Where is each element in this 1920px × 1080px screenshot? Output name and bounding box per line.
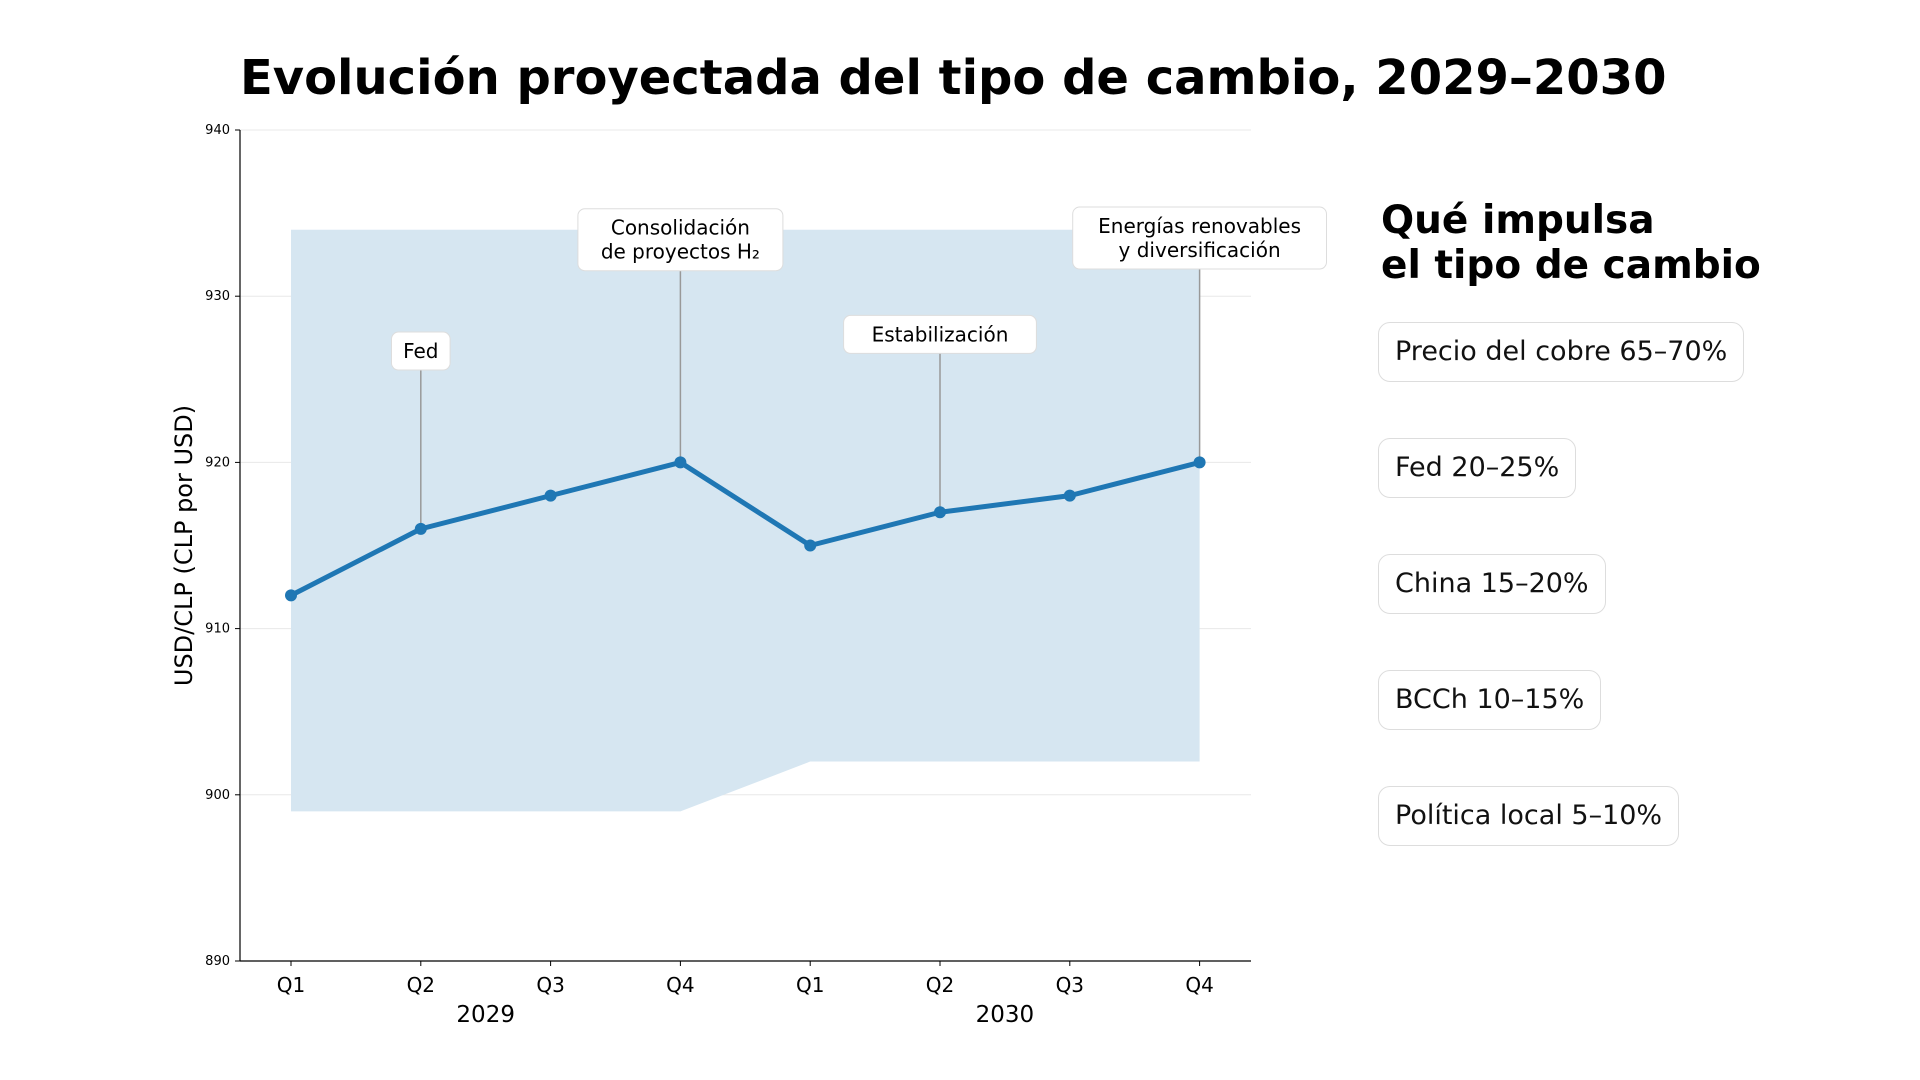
annotation-label: Estabilización bbox=[872, 322, 1009, 346]
data-point bbox=[1193, 456, 1206, 469]
year-label: 2029 bbox=[456, 1002, 515, 1028]
data-point bbox=[804, 539, 817, 552]
data-point bbox=[1063, 489, 1076, 502]
annotation-box bbox=[391, 331, 451, 371]
series-line bbox=[289, 459, 1201, 598]
annotation-box bbox=[1072, 206, 1327, 270]
annotation-box bbox=[577, 208, 784, 272]
drivers-title-line: Qué impulsa bbox=[1381, 198, 1655, 243]
drivers-title: Qué impulsa el tipo de cambio bbox=[1381, 198, 1761, 288]
annotation-label: Fed bbox=[403, 339, 438, 363]
drivers-title-line: el tipo de cambio bbox=[1381, 243, 1761, 288]
data-point bbox=[544, 489, 557, 502]
driver-badge: Precio del cobre 65–70% bbox=[1378, 322, 1745, 382]
y-tick-label: 920 bbox=[205, 455, 230, 470]
data-point bbox=[285, 589, 297, 602]
y-axis-label: USD/CLP (CLP por USD) bbox=[170, 405, 198, 686]
y-tick-label: 930 bbox=[205, 289, 230, 304]
data-point bbox=[414, 522, 427, 535]
annotation-box bbox=[843, 314, 1037, 354]
x-tick-label: Q2 bbox=[926, 973, 954, 997]
annotation-label: y diversificación bbox=[1119, 238, 1281, 262]
x-tick-label: Q1 bbox=[277, 973, 305, 997]
annotation-label: de proyectos H₂ bbox=[601, 240, 760, 264]
confidence-band bbox=[291, 229, 1200, 812]
x-tick-label: Q1 bbox=[796, 973, 824, 997]
y-tick-label: 940 bbox=[205, 123, 230, 138]
annotation-label: Energías renovables bbox=[1098, 214, 1301, 238]
annotation-label: Consolidación bbox=[611, 216, 750, 240]
driver-badge: Fed 20–25% bbox=[1378, 438, 1577, 498]
y-tick-label: 890 bbox=[205, 954, 230, 969]
x-tick-label: Q3 bbox=[536, 973, 564, 997]
driver-badge: China 15–20% bbox=[1378, 554, 1606, 614]
x-tick-label: Q4 bbox=[1185, 973, 1213, 997]
chart-title: Evolución proyectada del tipo de cambio,… bbox=[240, 50, 1667, 106]
data-point bbox=[674, 456, 687, 469]
y-tick-label: 900 bbox=[205, 788, 230, 803]
y-tick-label: 910 bbox=[205, 622, 230, 637]
x-tick-label: Q2 bbox=[407, 973, 435, 997]
driver-badge: Política local 5–10% bbox=[1378, 786, 1680, 846]
year-label: 2030 bbox=[976, 1002, 1035, 1028]
driver-badge: BCCh 10–15% bbox=[1378, 670, 1602, 730]
data-point bbox=[934, 506, 946, 519]
x-tick-label: Q4 bbox=[666, 973, 694, 997]
x-tick-label: Q3 bbox=[1056, 973, 1084, 997]
